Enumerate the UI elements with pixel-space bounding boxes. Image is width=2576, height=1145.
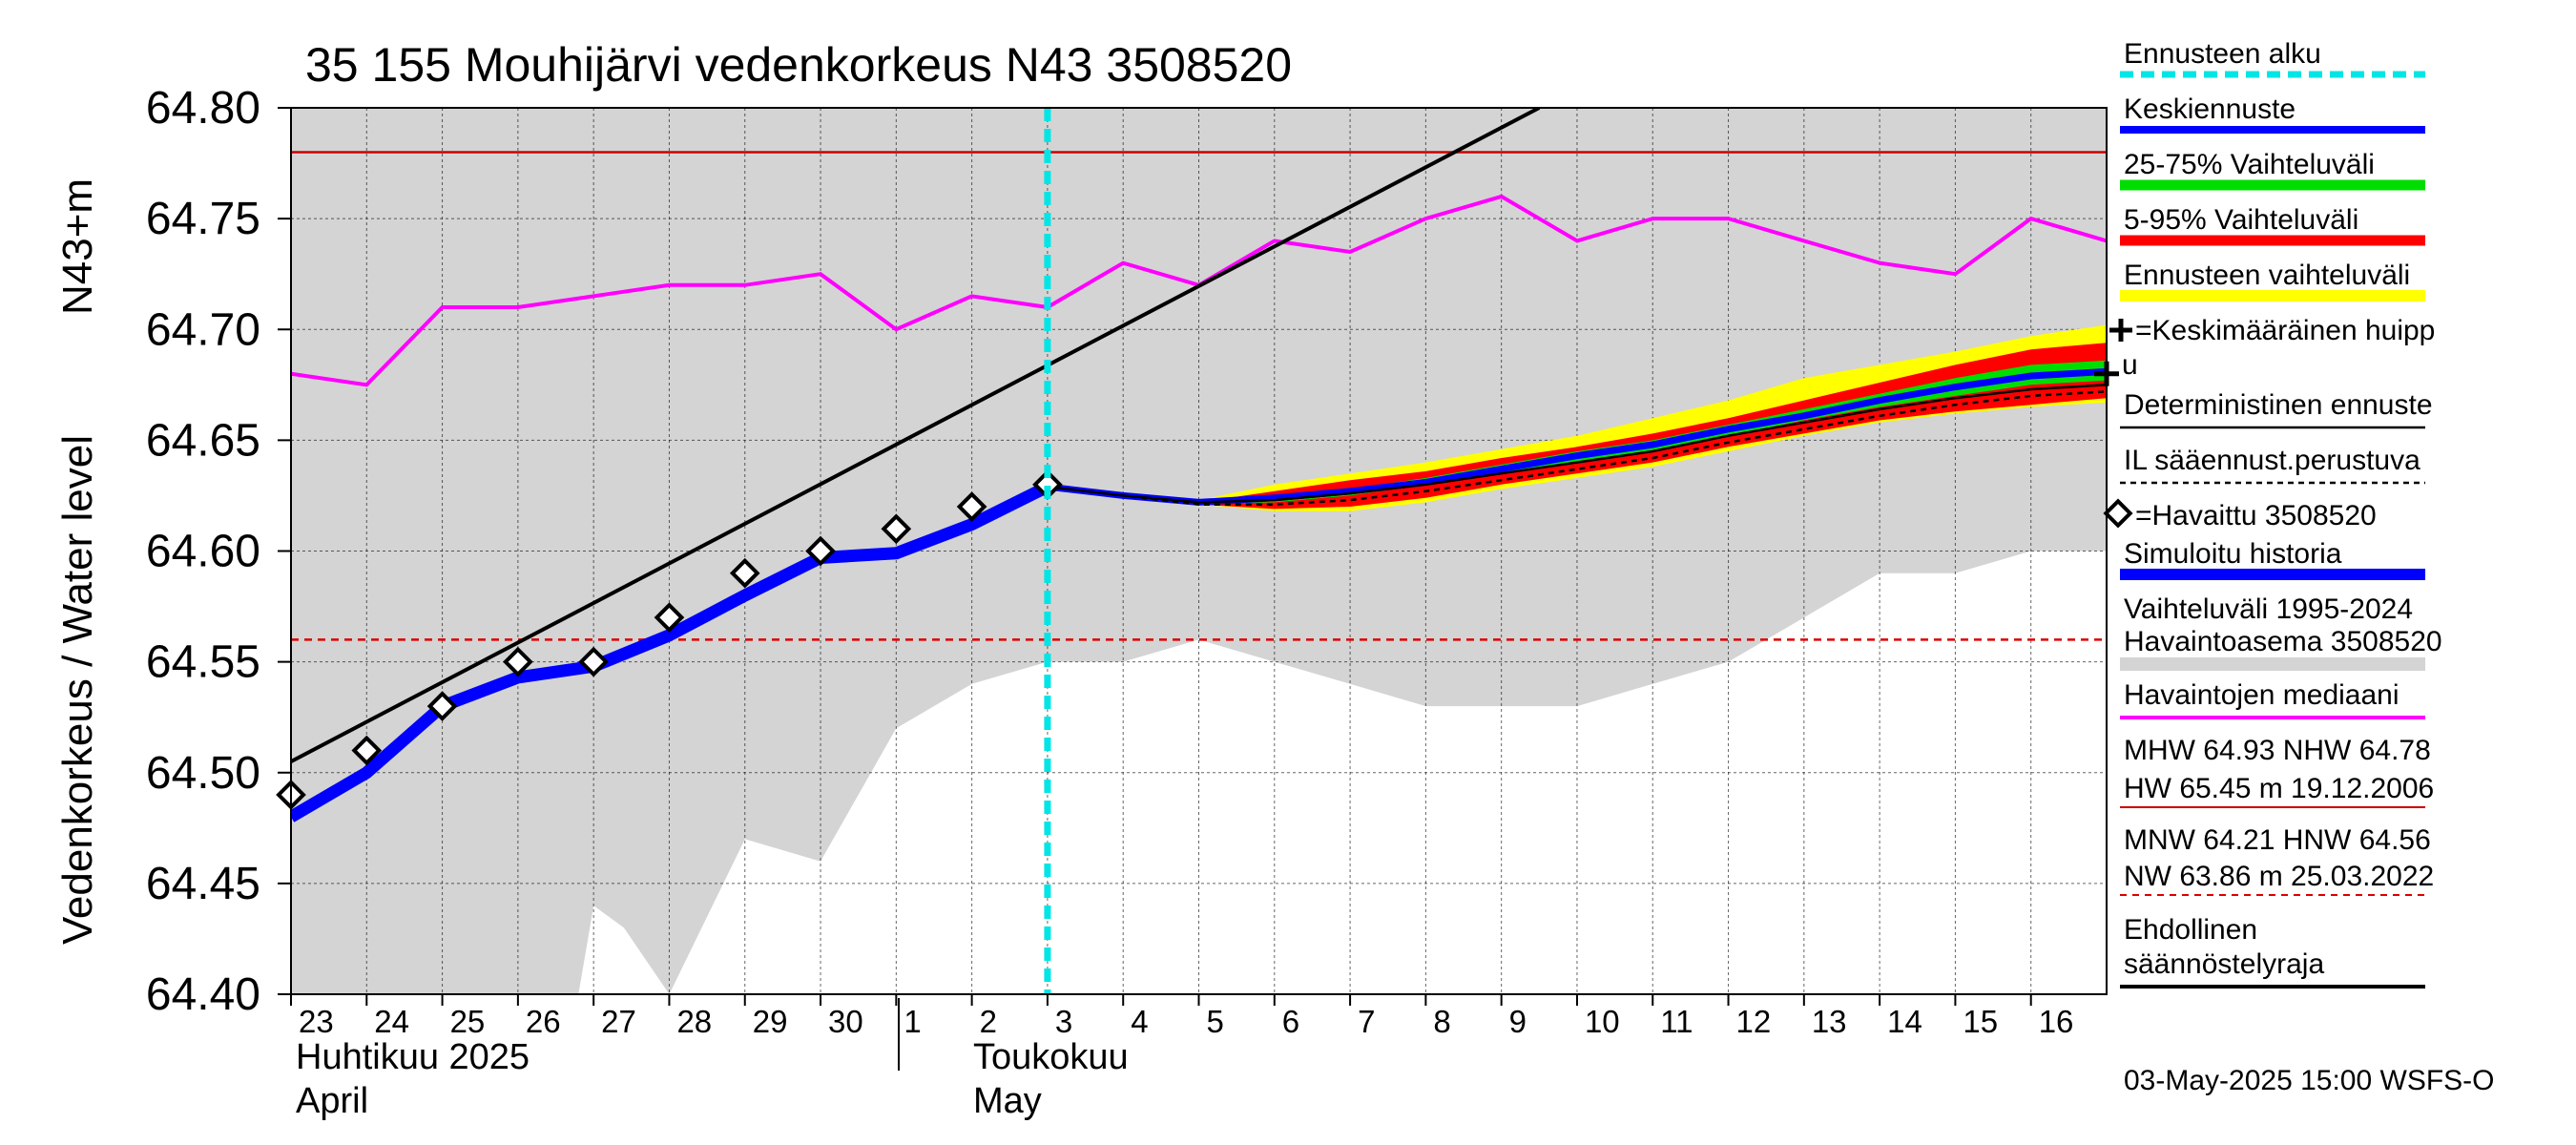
month-label-may-fi: Toukokuu — [973, 1037, 1129, 1077]
legend-stats-hw: HW 65.45 m 19.12.2006 — [2124, 773, 2434, 804]
x-tick-label-29: 29 — [753, 1004, 788, 1039]
legend-forecast-start: Ennusteen alku — [2124, 38, 2321, 70]
month-labels: Huhtikuu 2025 April Toukokuu May — [296, 998, 1129, 1121]
legend-forecast-range: Ennusteen vaihteluväli — [2124, 260, 2410, 291]
trend-series — [291, 108, 1541, 763]
x-tick-label-27: 27 — [601, 1004, 636, 1039]
y-axis-ticks: 64.40 64.45 64.50 64.55 64.60 64.65 64.70 64.75… — [146, 83, 291, 1020]
legend-swatch-observed-diamond — [2103, 498, 2133, 529]
x-tick-label-11: 11 — [1660, 1004, 1693, 1039]
observed-point — [351, 735, 383, 766]
observed-point — [729, 557, 760, 589]
x-tick-label-5: 5 — [1207, 1004, 1224, 1039]
x-tick-label-25: 25 — [450, 1004, 486, 1039]
x-tick-label-12: 12 — [1736, 1004, 1772, 1039]
legend-weather-based: IL sääennust.perustuva — [2124, 445, 2420, 476]
x-tick-label-23: 23 — [299, 1004, 334, 1039]
x-tick-label-1: 1 — [904, 1004, 921, 1039]
chart-title: 35 155 Mouhijärvi vedenkorkeus N43 35085… — [305, 38, 1292, 92]
legend-regulation-cont: säännöstelyraja — [2124, 948, 2324, 980]
plot-area — [276, 107, 2119, 995]
range-5-95-band — [1047, 343, 2107, 510]
reference-lines — [291, 151, 2107, 641]
x-tick-label-3: 3 — [1055, 1004, 1072, 1039]
forecast-range-band — [1047, 324, 2107, 511]
observed-point — [654, 602, 685, 634]
x-tick-label-26: 26 — [526, 1004, 561, 1039]
legend-hist-range-station: Havaintoasema 3508520 — [2124, 626, 2442, 657]
simulated-history-series — [291, 481, 1050, 822]
legend-simulated: Simuloitu historia — [2124, 538, 2342, 570]
y-tick-label-64.80: 64.80 — [146, 83, 260, 134]
x-tick-label-28: 28 — [676, 1004, 712, 1039]
legend: Ennusteen alku Keskiennuste 25-75% Vaiht… — [2103, 38, 2442, 989]
legend-stats-nw: NW 63.86 m 25.03.2022 — [2124, 861, 2434, 892]
y-tick-label-64.75: 64.75 — [146, 194, 260, 244]
y-axis-unit: N43+m — [54, 178, 101, 315]
y-axis-label: Vedenkorkeus / Water level — [54, 435, 101, 945]
legend-median: Havaintojen mediaani — [2124, 679, 2399, 711]
month-label-may-en: May — [973, 1081, 1042, 1121]
legend-regulation: Ehdollinen — [2124, 914, 2257, 946]
observed-point — [426, 691, 458, 721]
x-tick-label-13: 13 — [1812, 1004, 1847, 1039]
x-tick-label-16: 16 — [2039, 1004, 2074, 1039]
observed-markers — [276, 361, 2119, 810]
x-tick-label-15: 15 — [1963, 1004, 1998, 1039]
legend-mean-peak-cont: u — [2122, 349, 2138, 381]
observed-point — [881, 513, 912, 545]
range-25-75-band — [1047, 360, 2107, 505]
legend-mean-peak: =Keskimääräinen huipp — [2135, 315, 2435, 346]
x-tick-label-10: 10 — [1585, 1004, 1620, 1039]
legend-hist-range: Vaihteluväli 1995-2024 — [2124, 593, 2413, 625]
y-tick-label-64.45: 64.45 — [146, 859, 260, 909]
observed-point — [805, 535, 836, 567]
legend-range-25-75: 25-75% Vaihteluväli — [2124, 149, 2375, 180]
observed-point — [503, 646, 533, 677]
trend-line — [291, 108, 1541, 763]
legend-observed: =Havaittu 3508520 — [2135, 500, 2377, 531]
x-tick-label-14: 14 — [1887, 1004, 1922, 1039]
x-axis-ticks: 23 24 25 26 27 28 29 30 1 2 3 4 5 6 7 8 9 10 11 12 13 14 15 16 — [290, 994, 2074, 1039]
x-tick-label-2: 2 — [980, 1004, 997, 1039]
x-tick-label-4: 4 — [1131, 1004, 1148, 1039]
forecast-bands — [1047, 324, 2107, 511]
legend-swatch-mean-peak-plus — [2109, 319, 2132, 342]
deterministic-series — [1047, 384, 2107, 504]
observed-point — [578, 646, 609, 677]
x-tick-label-8: 8 — [1433, 1004, 1450, 1039]
y-tick-label-64.55: 64.55 — [146, 637, 260, 688]
legend-mean-forecast: Keskiennuste — [2124, 94, 2296, 125]
legend-stats-mnw: MNW 64.21 HNW 64.56 — [2124, 824, 2431, 856]
y-tick-label-64.65: 64.65 — [146, 415, 260, 466]
y-tick-label-64.70: 64.70 — [146, 304, 260, 355]
legend-stats-mhw: MHW 64.93 NHW 64.78 — [2124, 735, 2431, 766]
month-label-april-en: April — [296, 1081, 368, 1121]
y-tick-label-64.60: 64.60 — [146, 527, 260, 577]
x-tick-label-24: 24 — [374, 1004, 409, 1039]
x-tick-label-9: 9 — [1509, 1004, 1527, 1039]
timestamp: 03-May-2025 15:00 WSFS-O — [2124, 1065, 2495, 1096]
y-tick-label-64.40: 64.40 — [146, 969, 260, 1020]
month-label-april-fi: Huhtikuu 2025 — [296, 1037, 530, 1077]
y-tick-label-64.50: 64.50 — [146, 748, 260, 799]
x-tick-label-30: 30 — [828, 1004, 863, 1039]
observed-point — [956, 491, 987, 522]
legend-range-5-95: 5-95% Vaihteluväli — [2124, 204, 2358, 236]
simulated-history-line — [291, 481, 1050, 822]
x-tick-label-6: 6 — [1282, 1004, 1299, 1039]
legend-deterministic: Deterministinen ennuste — [2124, 389, 2433, 421]
x-tick-label-7: 7 — [1358, 1004, 1375, 1039]
